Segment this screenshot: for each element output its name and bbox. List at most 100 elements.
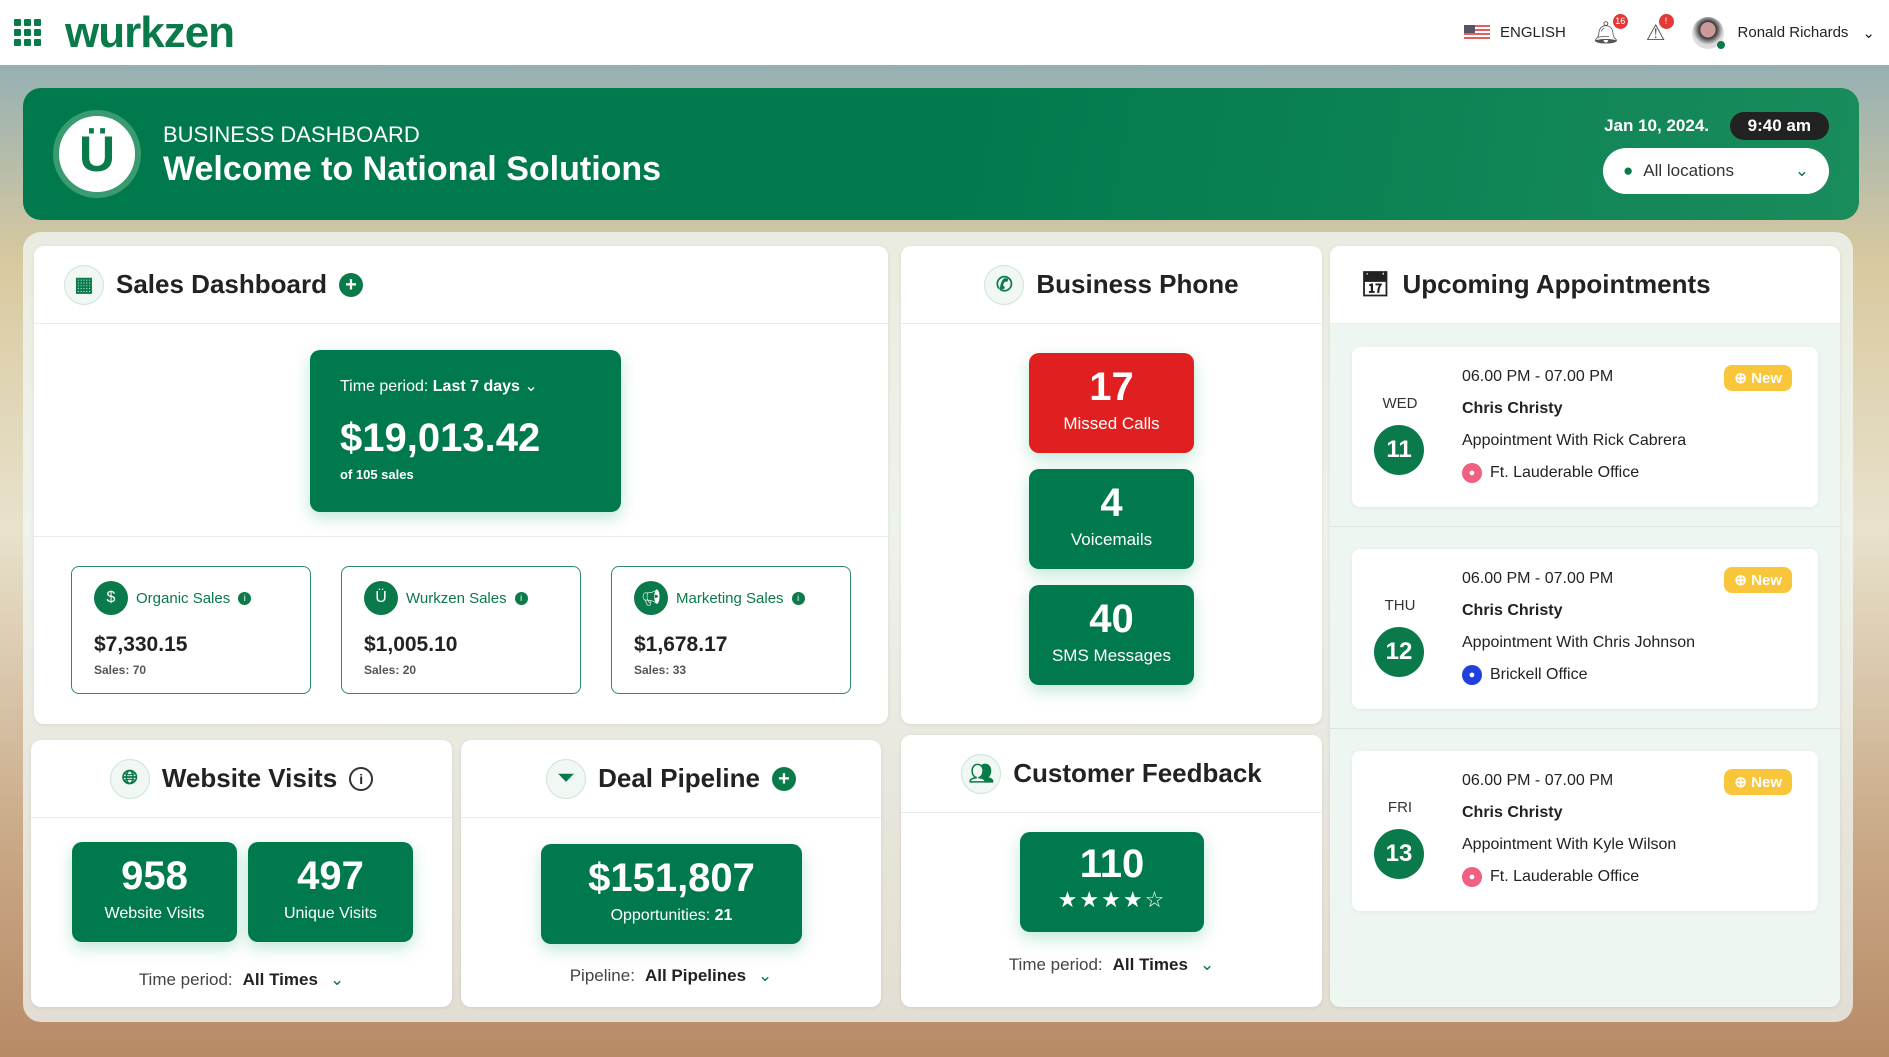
date-badge: 11: [1374, 425, 1424, 475]
user-name: Ronald Richards: [1737, 24, 1849, 41]
alert-icon[interactable]: ⚠︎!: [1646, 13, 1674, 46]
organic-sales-card[interactable]: $ Organic Sales i $7,330.15 Sales: 70: [71, 566, 311, 694]
value: $7,330.15: [94, 633, 188, 656]
apps-grid-icon[interactable]: [14, 19, 41, 46]
top-bar: wurkzen ENGLISH 🔔︎ 16 ⚠︎! Ronald Richards…: [0, 0, 1889, 65]
user-menu[interactable]: Ronald Richards ⌄: [1691, 16, 1875, 49]
date-badge: 13: [1374, 829, 1424, 879]
phone-stat-missed-calls[interactable]: 17 Missed Calls: [1029, 353, 1194, 453]
appointment-item[interactable]: FRI 13 06.00 PM - 07.00 PM Chris Christy App…: [1352, 751, 1818, 911]
label: Time period:: [1008, 955, 1103, 974]
language-label: ENGLISH: [1500, 24, 1566, 41]
location-value: All locations: [1643, 161, 1734, 180]
pipeline-dropdown[interactable]: Pipeline: All Pipelines ⌄: [461, 966, 881, 986]
location-dropdown[interactable]: ● All locations ⌄: [1603, 148, 1829, 194]
label: Opportunities:: [610, 907, 711, 924]
card-title: Customer Feedback: [1013, 758, 1262, 788]
banner-subtitle: BUSINESS DASHBOARD: [163, 122, 420, 147]
location-pin-icon: ●: [1462, 664, 1482, 685]
add-deal-button[interactable]: +: [771, 766, 796, 791]
info-icon[interactable]: i: [349, 766, 374, 791]
badge-label: New: [1751, 774, 1782, 791]
alert-badge: !: [1658, 13, 1674, 29]
website-visits-box: 958 Website Visits: [72, 842, 237, 942]
star-filled-icon: ★: [1101, 887, 1123, 912]
time: 06.00 PM - 07.00 PM: [1462, 570, 1614, 587]
current-date: Jan 10, 2024.: [1604, 116, 1709, 135]
feedback-period-dropdown[interactable]: Time period: All Times ⌄: [901, 955, 1322, 975]
welcome-banner: Ü BUSINESS DASHBOARD Welcome to National…: [23, 88, 1859, 220]
label: Marketing Sales: [676, 589, 784, 607]
name: Chris Christy: [1462, 400, 1563, 417]
sales-total-box: Time period: Last 7 days ⌄ $19,013.42 of…: [310, 350, 621, 512]
notification-badge: 16: [1612, 13, 1628, 29]
info-icon[interactable]: i: [238, 591, 252, 605]
star-filled-icon: ★: [1122, 887, 1145, 912]
appointment-item[interactable]: THU 12 06.00 PM - 07.00 PM Chris Christy App…: [1352, 549, 1818, 709]
label: Organic Sales: [136, 589, 231, 607]
sales-count: of 105 sales: [340, 467, 414, 482]
phone-stat-sms-messages[interactable]: 40 SMS Messages: [1029, 585, 1194, 685]
website-visits-card: 🌐︎ Website Visits i 958 Website Visits 497 U…: [31, 740, 452, 1007]
appointment-item[interactable]: WED 11 06.00 PM - 07.00 PM Chris Christy App…: [1352, 347, 1818, 507]
value: $1,005.10: [364, 633, 458, 656]
star-filled-icon: ★: [1079, 887, 1102, 912]
divider: [1330, 526, 1840, 527]
plus-circle-icon: ⊕: [1734, 774, 1747, 791]
period-value: Last 7 days: [432, 378, 520, 395]
new-badge: ⊕ New: [1724, 769, 1792, 795]
chevron-down-icon: ⌄: [758, 966, 773, 985]
time: 06.00 PM - 07.00 PM: [1462, 368, 1614, 385]
wurkzen-logo-icon: Ü: [53, 110, 141, 198]
location: Ft. Lauderable Office: [1490, 868, 1640, 885]
language-selector[interactable]: ENGLISH: [1464, 24, 1566, 41]
avatar: [1691, 16, 1725, 49]
time: 06.00 PM - 07.00 PM: [1462, 772, 1614, 789]
value: 958: [121, 854, 188, 898]
star-empty-icon: ☆: [1144, 887, 1167, 912]
value: 40: [1089, 597, 1134, 641]
plus-circle-icon: ⊕: [1734, 370, 1747, 387]
day: THU: [1384, 597, 1416, 614]
label: Time period:: [138, 970, 233, 989]
info-icon[interactable]: i: [791, 591, 805, 605]
divider: [1330, 728, 1840, 729]
info-icon[interactable]: i: [514, 591, 528, 605]
globe-icon: 🌐︎: [109, 758, 150, 799]
phone-icon: ✆: [984, 264, 1025, 305]
add-sales-button[interactable]: +: [338, 272, 363, 297]
period-dropdown[interactable]: Time period: Last 7 days ⌄: [340, 376, 591, 396]
new-badge: ⊕ New: [1724, 567, 1792, 593]
sales-dashboard-card: ▦ Sales Dashboard + Time period: Last 7 da…: [34, 246, 888, 724]
new-badge: ⊕ New: [1724, 365, 1792, 391]
label: Website Visits: [104, 905, 205, 922]
page-title: Welcome to National Solutions: [163, 150, 662, 188]
value: $1,678.17: [634, 633, 728, 656]
wurkzen-sales-card[interactable]: Ü Wurkzen Sales i $1,005.10 Sales: 20: [341, 566, 581, 694]
customers-icon: 👥︎: [961, 753, 1002, 794]
dashboard-icon: ▦: [64, 264, 104, 305]
map-pin-icon: ●: [1623, 161, 1634, 180]
current-time: 9:40 am: [1729, 112, 1829, 140]
us-flag-icon: [1464, 25, 1490, 40]
location: Brickell Office: [1490, 666, 1588, 683]
funnel-icon: ⏷: [546, 758, 587, 799]
logo[interactable]: wurkzen: [65, 7, 235, 57]
count: Sales: 70: [94, 663, 147, 677]
pipeline-value: $151,807: [588, 856, 755, 900]
label: Voicemails: [1070, 530, 1153, 549]
description: Appointment With Kyle Wilson: [1462, 836, 1677, 853]
pipeline-box: $151,807 Opportunities: 21: [541, 844, 802, 944]
chevron-down-icon: ⌄: [1862, 24, 1875, 42]
phone-stat-voicemails[interactable]: 4 Voicemails: [1029, 469, 1194, 569]
badge-label: New: [1751, 370, 1782, 387]
value: 4: [1100, 481, 1123, 525]
feedback-box: 110 ★★★★☆: [1020, 832, 1204, 932]
day: WED: [1382, 395, 1418, 412]
marketing-sales-card[interactable]: 📢︎ Marketing Sales i $1,678.17 Sales: 33: [611, 566, 851, 694]
visits-period-dropdown[interactable]: Time period: All Times ⌄: [31, 970, 452, 990]
divider: [34, 536, 888, 537]
bell-icon[interactable]: 🔔︎ 16: [1592, 13, 1628, 46]
value: All Times: [242, 970, 318, 989]
label: Missed Calls: [1063, 414, 1160, 433]
